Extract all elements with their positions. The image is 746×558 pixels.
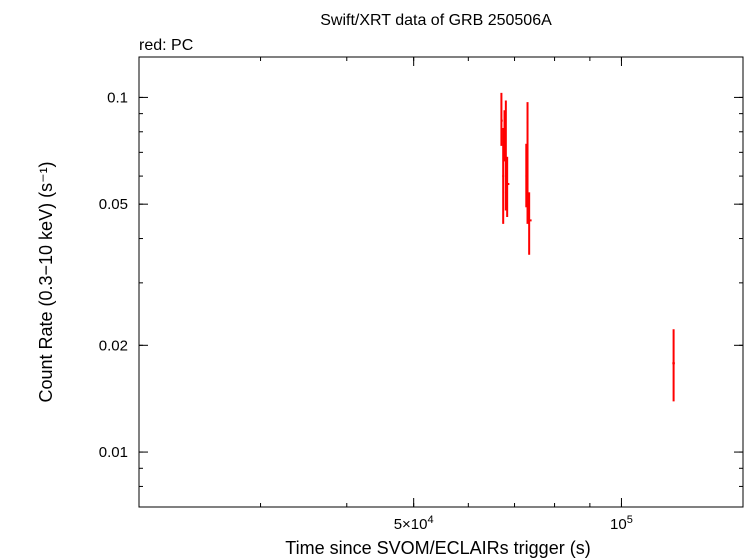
chart-subtitle: red: PC: [139, 37, 193, 54]
x-axis-ticks: [413, 57, 622, 507]
y-tick-label: 0.02: [99, 337, 128, 354]
data-point: [527, 192, 532, 255]
y-axis-ticks: [139, 96, 743, 453]
chart-title: Swift/XRT data of GRB 250506A: [320, 12, 552, 29]
data-point: [502, 127, 505, 224]
data-point: [505, 156, 510, 218]
x-tick-label: 105: [610, 514, 633, 533]
plot-frame: [138, 56, 744, 508]
y-tick-label: 0.05: [99, 196, 128, 213]
y-minor-ticks: [139, 96, 743, 508]
x-tick-label: 5×104: [394, 514, 434, 533]
data-series: [500, 92, 675, 402]
x-axis-tick-labels: 5×104 105: [394, 514, 633, 533]
y-tick-label: 0.1: [107, 89, 128, 106]
data-point: [672, 329, 675, 402]
x-axis-label: Time since SVOM/ECLAIRs trigger (s): [285, 538, 590, 558]
data-point: [526, 102, 529, 224]
data-point: [500, 92, 503, 146]
y-axis-tick-labels: 0.1 0.05 0.02 0.01: [99, 89, 128, 461]
y-axis-label: Count Rate (0.3−10 keV) (s⁻¹): [36, 161, 56, 402]
x-minor-ticks: [138, 57, 622, 507]
y-tick-label: 0.01: [99, 444, 128, 461]
